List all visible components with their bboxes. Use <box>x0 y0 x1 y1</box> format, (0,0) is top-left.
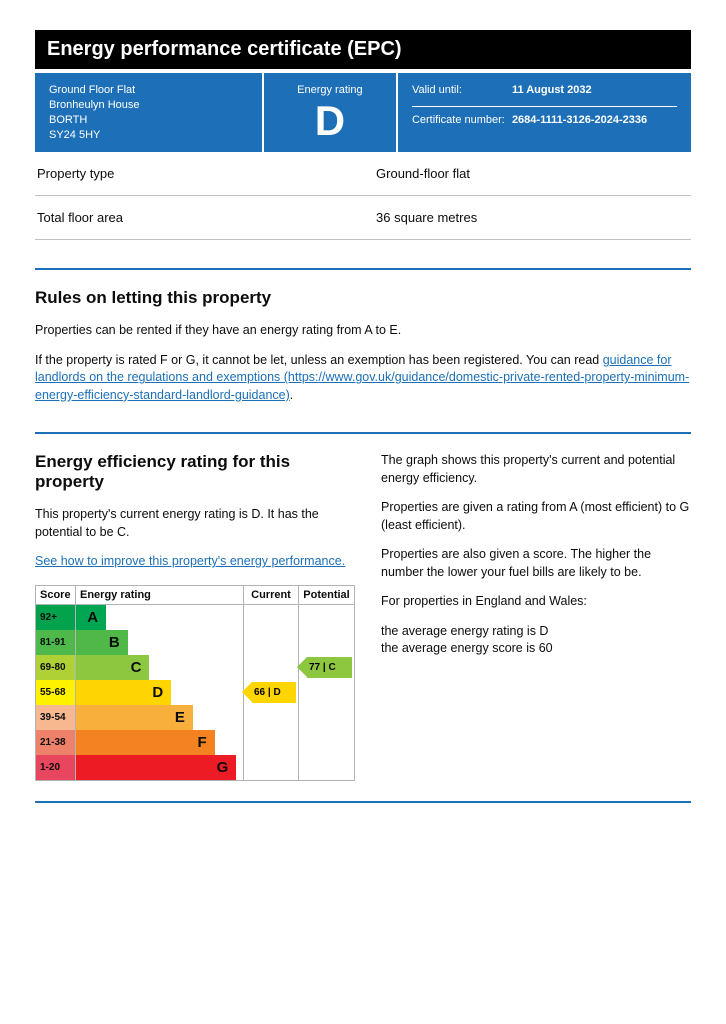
property-row: Property type Ground-floor flat <box>35 152 691 196</box>
current-cell <box>244 655 299 680</box>
chart-row: 92+A <box>36 605 354 630</box>
band-bar: B <box>76 630 128 655</box>
band-bar-area: B <box>76 630 244 655</box>
cert-number-value: 2684-1111-3126-2024-2336 <box>512 113 647 128</box>
property-value: Ground-floor flat <box>376 166 689 181</box>
current-cell <box>244 605 299 630</box>
chart-body: 92+A81-91B69-80C77 | C55-68D66 | D39-54E… <box>36 605 354 780</box>
col-header-rating: Energy rating <box>76 586 244 604</box>
efficiency-side-text: Properties are also given a score. The h… <box>381 546 691 581</box>
band-score: 55-68 <box>36 680 76 705</box>
col-header-current: Current <box>244 586 299 604</box>
potential-cell <box>299 730 354 755</box>
band-bar: E <box>76 705 193 730</box>
current-cell <box>244 705 299 730</box>
current-cell <box>244 730 299 755</box>
band-score: 81-91 <box>36 630 76 655</box>
chart-header: Score Energy rating Current Potential <box>36 586 354 605</box>
current-cell: 66 | D <box>244 680 299 705</box>
potential-cell <box>299 605 354 630</box>
rating-letter: D <box>278 100 382 142</box>
chart-row: 69-80C 77 | C <box>36 655 354 680</box>
potential-cell <box>299 755 354 780</box>
address-line: SY24 5HY <box>49 128 248 143</box>
page-title: Energy performance certificate (EPC) <box>35 30 691 69</box>
band-bar-area: F <box>76 730 244 755</box>
chart-row: 1-20G <box>36 755 354 780</box>
potential-cell <box>299 630 354 655</box>
cert-number-label: Certificate number: <box>412 113 512 128</box>
rules-paragraph: Properties can be rented if they have an… <box>35 322 691 340</box>
band-bar-area: C <box>76 655 244 680</box>
efficiency-side-text: Properties are given a rating from A (mo… <box>381 499 691 534</box>
summary-panel: Ground Floor Flat Bronheulyn House BORTH… <box>35 73 691 152</box>
band-bar: A <box>76 605 106 630</box>
property-label: Property type <box>37 166 376 181</box>
efficiency-side-text: the average energy rating is D the avera… <box>381 623 691 658</box>
chart-row: 55-68D 66 | D <box>36 680 354 705</box>
valid-until-value: 11 August 2032 <box>512 83 592 98</box>
col-header-score: Score <box>36 586 76 604</box>
rules-text: . <box>290 388 293 402</box>
potential-marker: 77 | C <box>307 657 352 678</box>
band-bar: D <box>76 680 171 705</box>
band-bar-area: D <box>76 680 244 705</box>
address-line: Ground Floor Flat <box>49 83 248 98</box>
section-divider <box>35 268 691 270</box>
efficiency-intro: This property's current energy rating is… <box>35 506 355 541</box>
rules-paragraph: If the property is rated F or G, it cann… <box>35 352 691 405</box>
efficiency-side-text: The graph shows this property's current … <box>381 452 691 487</box>
improvement-link[interactable]: See how to improve this property's energ… <box>35 554 345 568</box>
band-score: 39-54 <box>36 705 76 730</box>
validity-block: Valid until: 11 August 2032 Certificate … <box>398 73 691 152</box>
band-bar: F <box>76 730 215 755</box>
chart-row: 81-91B <box>36 630 354 655</box>
current-marker: 66 | D <box>252 682 296 703</box>
chart-row: 21-38F <box>36 730 354 755</box>
rules-text: If the property is rated F or G, it cann… <box>35 353 603 367</box>
efficiency-heading: Energy efficiency rating for this proper… <box>35 452 355 492</box>
property-value: 36 square metres <box>376 210 689 225</box>
valid-until-label: Valid until: <box>412 83 512 98</box>
address-line: BORTH <box>49 113 248 128</box>
rules-heading: Rules on letting this property <box>35 288 691 308</box>
rating-block: Energy rating D <box>264 73 398 152</box>
band-score: 69-80 <box>36 655 76 680</box>
band-bar: C <box>76 655 149 680</box>
property-row: Total floor area 36 square metres <box>35 196 691 240</box>
efficiency-side-text: For properties in England and Wales: <box>381 593 691 611</box>
potential-cell: 77 | C <box>299 655 354 680</box>
potential-cell <box>299 705 354 730</box>
address-block: Ground Floor Flat Bronheulyn House BORTH… <box>35 73 264 152</box>
band-bar: G <box>76 755 236 780</box>
current-cell <box>244 630 299 655</box>
address-line: Bronheulyn House <box>49 98 248 113</box>
band-bar-area: G <box>76 755 244 780</box>
chart-row: 39-54E <box>36 705 354 730</box>
property-label: Total floor area <box>37 210 376 225</box>
band-score: 92+ <box>36 605 76 630</box>
band-bar-area: E <box>76 705 244 730</box>
section-divider <box>35 432 691 434</box>
divider <box>412 106 677 107</box>
rating-chart: Score Energy rating Current Potential 92… <box>35 585 355 781</box>
band-bar-area: A <box>76 605 244 630</box>
efficiency-section: Energy efficiency rating for this proper… <box>35 452 691 781</box>
current-cell <box>244 755 299 780</box>
col-header-potential: Potential <box>299 586 354 604</box>
rating-label: Energy rating <box>278 83 382 98</box>
property-details: Property type Ground-floor flat Total fl… <box>35 152 691 240</box>
band-score: 21-38 <box>36 730 76 755</box>
avg-rating-text: the average energy rating is D <box>381 624 548 638</box>
section-divider <box>35 801 691 803</box>
avg-score-text: the average energy score is 60 <box>381 641 553 655</box>
band-score: 1-20 <box>36 755 76 780</box>
potential-cell <box>299 680 354 705</box>
